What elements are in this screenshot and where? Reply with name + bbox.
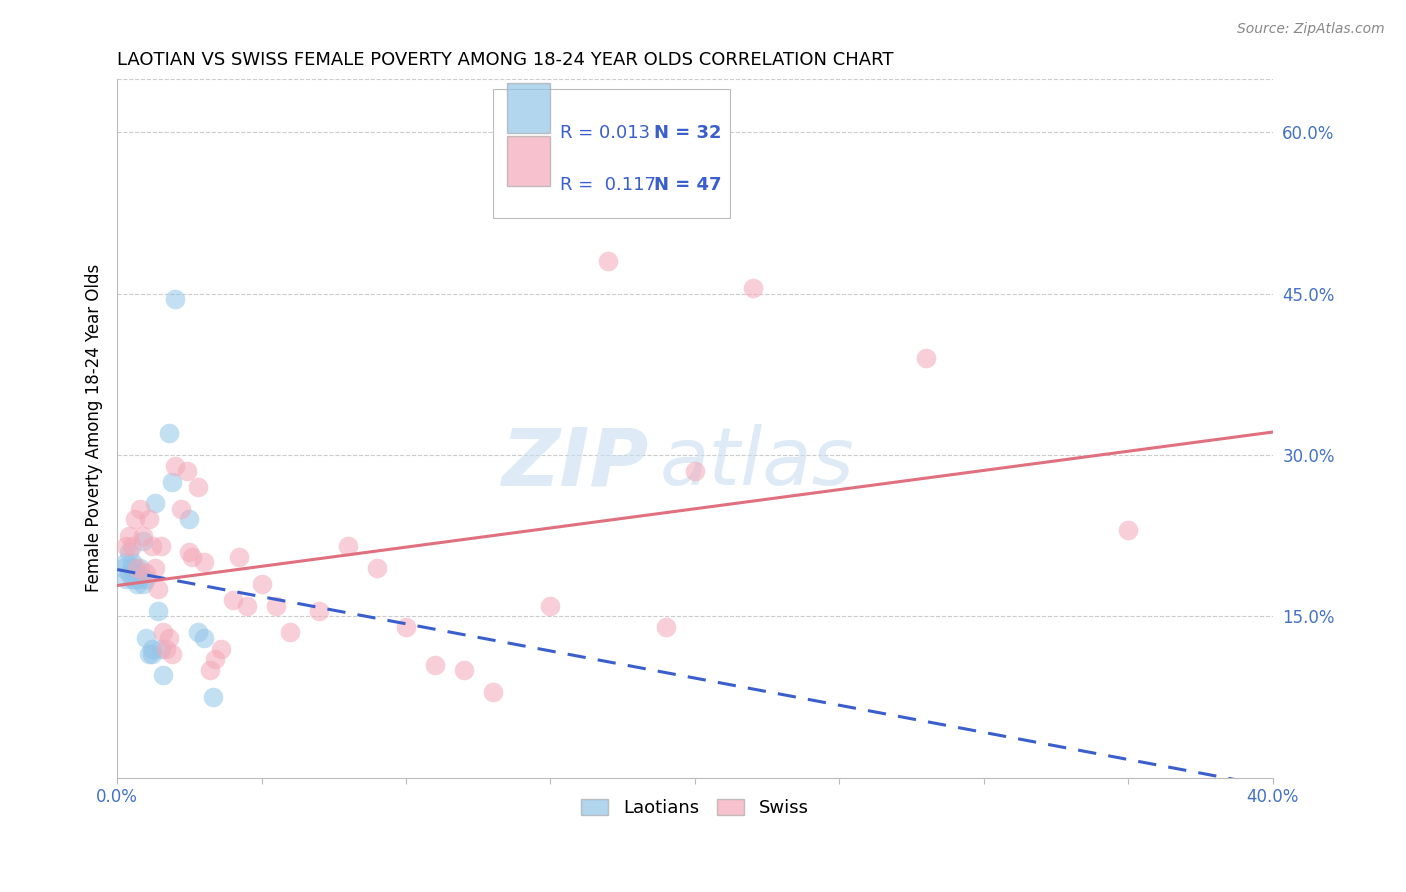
Point [132, 533, 155, 548]
Point [152, 625, 174, 640]
Point [366, 561, 388, 575]
Point [141, 641, 163, 656]
Point [264, 599, 287, 613]
Point [135, 572, 157, 586]
FancyBboxPatch shape [506, 84, 550, 133]
Point [222, 593, 245, 607]
Point [157, 631, 180, 645]
Point [308, 604, 330, 618]
Point [121, 561, 143, 575]
Point [124, 561, 146, 575]
Point [453, 663, 475, 677]
Point [209, 641, 232, 656]
Point [160, 475, 183, 489]
Y-axis label: Female Poverty Among 18-24 Year Olds: Female Poverty Among 18-24 Year Olds [86, 264, 103, 592]
Point [152, 668, 174, 682]
Point [129, 572, 152, 586]
Point [481, 684, 503, 698]
Point [395, 620, 418, 634]
Text: N = 47: N = 47 [654, 177, 721, 194]
FancyBboxPatch shape [506, 136, 550, 186]
Point [157, 426, 180, 441]
Point [187, 625, 209, 640]
Point [155, 641, 177, 656]
Point [598, 254, 620, 268]
Point [115, 540, 138, 554]
Point [160, 647, 183, 661]
Point [127, 561, 149, 575]
Point [132, 577, 155, 591]
Point [146, 604, 169, 618]
Text: R =  0.117: R = 0.117 [560, 177, 655, 194]
Point [127, 577, 149, 591]
Text: N = 32: N = 32 [654, 124, 721, 142]
Point [118, 528, 141, 542]
Point [124, 572, 146, 586]
Text: Source: ZipAtlas.com: Source: ZipAtlas.com [1237, 22, 1385, 37]
Point [193, 631, 215, 645]
Point [141, 647, 163, 661]
Point [250, 577, 273, 591]
Point [127, 566, 149, 581]
Point [149, 540, 172, 554]
Text: ZIP: ZIP [502, 424, 648, 502]
Point [129, 501, 152, 516]
Text: LAOTIAN VS SWISS FEMALE POVERTY AMONG 18-24 YEAR OLDS CORRELATION CHART: LAOTIAN VS SWISS FEMALE POVERTY AMONG 18… [117, 51, 894, 69]
Point [170, 501, 193, 516]
Point [121, 572, 143, 586]
Point [143, 561, 166, 575]
Point [141, 540, 163, 554]
Point [115, 556, 138, 570]
Point [655, 620, 678, 634]
Point [1116, 523, 1139, 537]
Point [115, 572, 138, 586]
Point [132, 528, 155, 542]
Point [129, 561, 152, 575]
Point [163, 292, 186, 306]
Point [124, 512, 146, 526]
Point [538, 599, 561, 613]
Point [741, 281, 763, 295]
Point [163, 458, 186, 473]
Point [135, 566, 157, 581]
Point [181, 550, 204, 565]
FancyBboxPatch shape [492, 89, 730, 219]
Point [228, 550, 250, 565]
Point [198, 663, 221, 677]
Point [915, 351, 938, 366]
Point [179, 545, 201, 559]
Point [683, 464, 706, 478]
Point [236, 599, 259, 613]
Point [193, 556, 215, 570]
Point [121, 540, 143, 554]
Point [143, 496, 166, 510]
Point [118, 545, 141, 559]
Point [135, 631, 157, 645]
Legend: Laotians, Swiss: Laotians, Swiss [574, 792, 815, 824]
Point [118, 566, 141, 581]
Point [423, 657, 446, 672]
Point [179, 512, 201, 526]
Point [204, 652, 226, 666]
Point [146, 582, 169, 597]
Point [187, 480, 209, 494]
Point [280, 625, 302, 640]
Text: R = 0.013: R = 0.013 [560, 124, 650, 142]
Point [337, 540, 360, 554]
Point [138, 512, 160, 526]
Point [201, 690, 224, 704]
Point [121, 556, 143, 570]
Point [176, 464, 198, 478]
Text: atlas: atlas [661, 424, 855, 502]
Point [111, 561, 134, 575]
Point [149, 641, 172, 656]
Point [138, 647, 160, 661]
